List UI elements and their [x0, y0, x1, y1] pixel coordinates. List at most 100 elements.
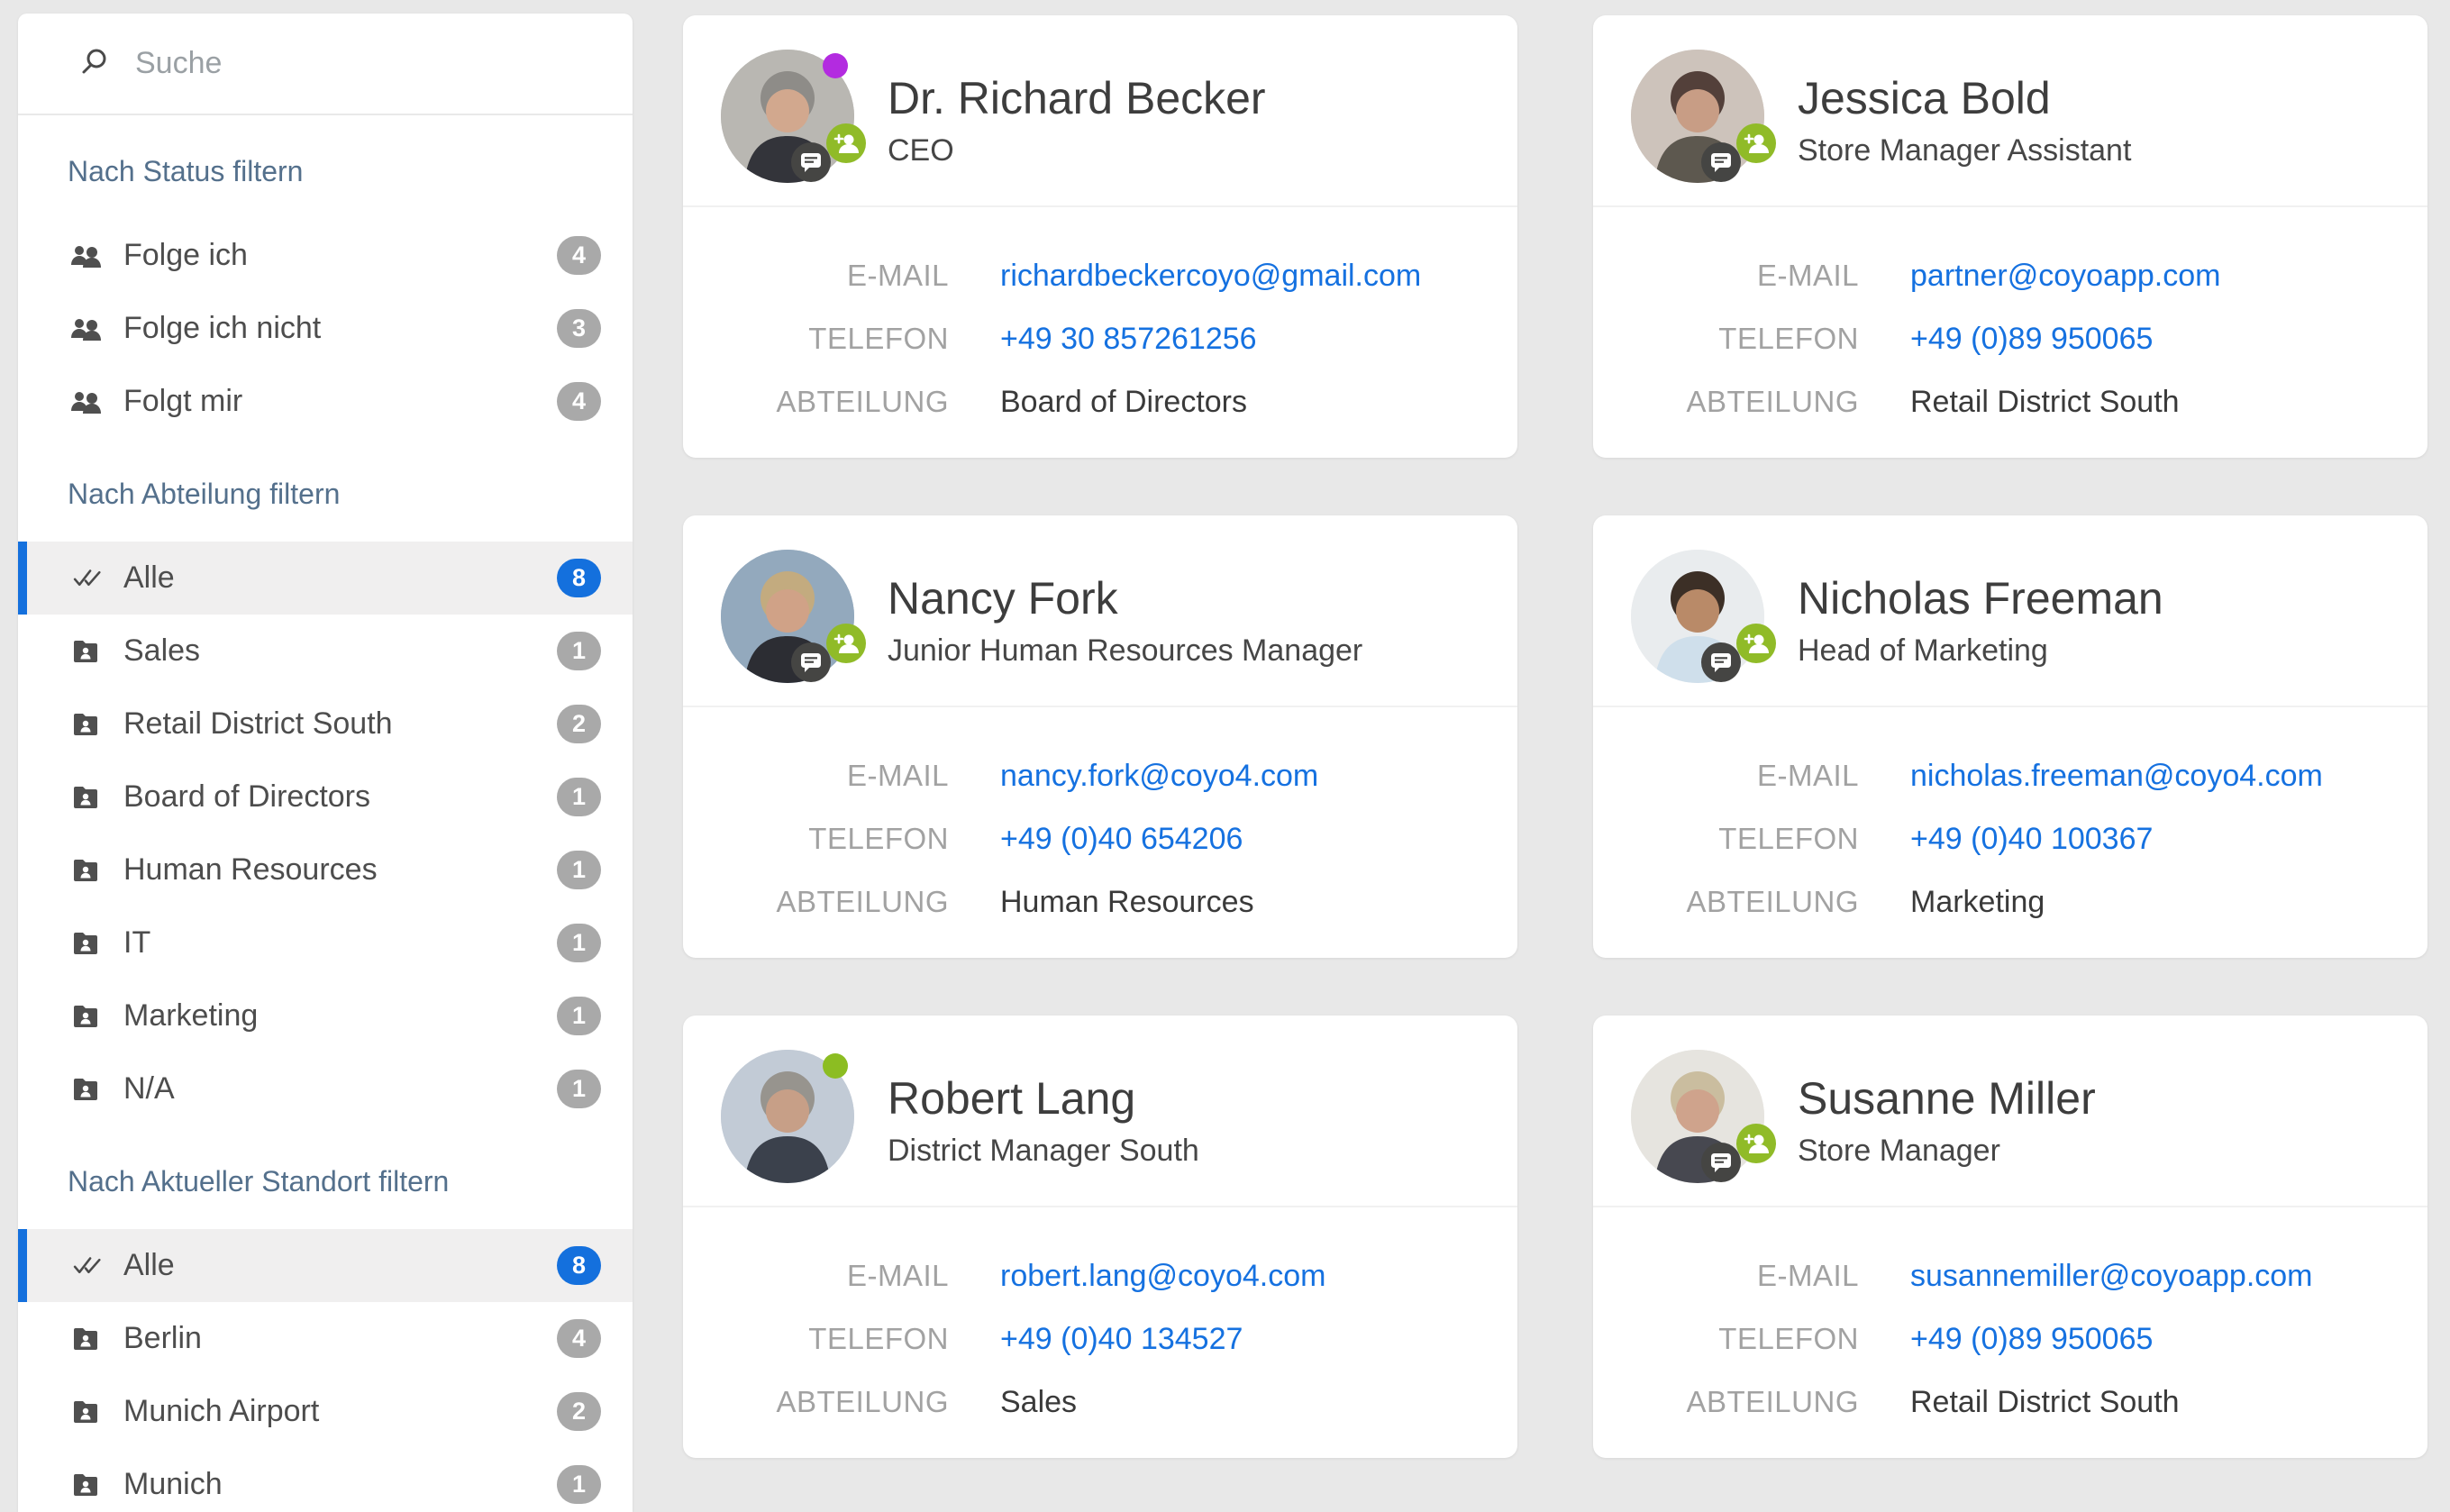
- person-name: Susanne Miller: [1798, 1073, 2096, 1124]
- person-job-title: Head of Marketing: [1798, 633, 2048, 668]
- email-link[interactable]: richardbeckercoyo@gmail.com: [1000, 259, 1422, 293]
- email-label: E-MAIL: [846, 259, 949, 292]
- folder-person-icon: [70, 786, 101, 809]
- filter-sidebar: Nach Status filtern Folge ich 4: [18, 14, 633, 1512]
- person-name: Jessica Bold: [1798, 73, 2051, 123]
- people-icon: [70, 389, 101, 414]
- department-value: Human Resources: [1000, 885, 1254, 919]
- folder-person-icon: [70, 713, 101, 736]
- person-job-title: CEO: [888, 133, 954, 168]
- card-body: E-MAIL richardbeckercoyo@gmail.com TELEF…: [683, 207, 1517, 420]
- sidebar-item-label: Folgt mir: [123, 384, 243, 418]
- email-label: E-MAIL: [1756, 259, 1859, 292]
- folder-person-icon: [70, 932, 101, 955]
- chat-icon[interactable]: [791, 642, 831, 682]
- count-badge: 1: [557, 851, 601, 889]
- department-value: Retail District South: [1910, 1385, 2180, 1419]
- email-link[interactable]: partner@coyoapp.com: [1910, 259, 2221, 293]
- folder-person-icon: [70, 640, 101, 663]
- add-contact-icon[interactable]: [1736, 624, 1776, 663]
- add-contact-icon[interactable]: [1736, 123, 1776, 163]
- avatar[interactable]: [1631, 1050, 1764, 1183]
- avatar-wrap: [721, 50, 866, 183]
- sidebar-item-retail-district-south[interactable]: Retail District South 2: [18, 688, 633, 761]
- phone-link[interactable]: +49 (0)40 134527: [1000, 1322, 1243, 1356]
- email-label: E-MAIL: [846, 759, 949, 792]
- phone-link[interactable]: +49 30 857261256: [1000, 322, 1257, 356]
- sidebar-item-sales[interactable]: Sales 1: [18, 615, 633, 688]
- email-link[interactable]: susannemiller@coyoapp.com: [1910, 1259, 2313, 1293]
- email-label: E-MAIL: [1756, 759, 1859, 792]
- phone-link[interactable]: +49 (0)89 950065: [1910, 322, 2154, 356]
- avatar-wrap: [721, 550, 866, 683]
- chat-icon[interactable]: [1701, 1143, 1741, 1182]
- phone-label: TELEFON: [808, 322, 949, 355]
- avatar[interactable]: [721, 50, 854, 183]
- avatar-wrap: [1631, 50, 1776, 183]
- count-badge: 4: [557, 382, 601, 421]
- contact-card: Jessica Bold Store Manager Assistant E-M…: [1593, 15, 2427, 458]
- phone-link[interactable]: +49 (0)40 654206: [1000, 822, 1243, 856]
- sidebar-item-it[interactable]: IT 1: [18, 906, 633, 979]
- folder-person-icon: [70, 1005, 101, 1028]
- person-header-text: Susanne Miller Store Manager: [1593, 1016, 2427, 1169]
- email-link[interactable]: nancy.fork@coyo4.com: [1000, 759, 1319, 793]
- search-input[interactable]: [133, 45, 569, 82]
- add-contact-icon[interactable]: [826, 123, 866, 163]
- count-badge: 3: [557, 309, 601, 348]
- chat-icon[interactable]: [791, 142, 831, 182]
- filter-section-title-location: Nach Aktueller Standort filtern: [68, 1165, 450, 1198]
- sidebar-item-alle-abteilung[interactable]: Alle 8: [18, 542, 633, 615]
- sidebar-item-folge-ich[interactable]: Folge ich 4: [18, 219, 633, 292]
- add-contact-icon[interactable]: [1736, 1124, 1776, 1163]
- chat-icon[interactable]: [1701, 142, 1741, 182]
- person-header-text: Robert Lang District Manager South: [683, 1016, 1517, 1169]
- sidebar-item-munich[interactable]: Munich 1: [18, 1448, 633, 1512]
- card-header: Dr. Richard Becker CEO: [683, 15, 1517, 207]
- sidebar-item-berlin[interactable]: Berlin 4: [18, 1302, 633, 1375]
- person-header-text: Nancy Fork Junior Human Resources Manage…: [683, 515, 1517, 669]
- people-icon: [70, 243, 101, 269]
- sidebar-item-label: Munich: [123, 1467, 223, 1501]
- avatar-wrap: [1631, 1050, 1776, 1183]
- count-badge: 4: [557, 236, 601, 275]
- person-job-title: Store Manager: [1798, 1134, 2000, 1168]
- sidebar-item-marketing[interactable]: Marketing 1: [18, 979, 633, 1052]
- add-contact-icon[interactable]: [826, 624, 866, 663]
- avatar[interactable]: [1631, 50, 1764, 183]
- count-badge: 1: [557, 778, 601, 816]
- sidebar-item-board-of-directors[interactable]: Board of Directors 1: [18, 761, 633, 833]
- sidebar-item-label: Alle: [123, 560, 175, 595]
- sidebar-item-folge-ich-nicht[interactable]: Folge ich nicht 3: [18, 292, 633, 365]
- email-link[interactable]: robert.lang@coyo4.com: [1000, 1259, 1326, 1293]
- email-label: E-MAIL: [846, 1259, 949, 1292]
- sidebar-item-human-resources[interactable]: Human Resources 1: [18, 833, 633, 906]
- sidebar-item-munich-airport[interactable]: Munich Airport 2: [18, 1375, 633, 1448]
- contact-card: Nancy Fork Junior Human Resources Manage…: [683, 515, 1517, 958]
- sidebar-item-label: N/A: [123, 1071, 175, 1106]
- phone-link[interactable]: +49 (0)40 100367: [1910, 822, 2154, 856]
- presence-dot: [823, 1053, 848, 1079]
- sidebar-item-label: Folge ich nicht: [123, 311, 322, 345]
- department-row: ABTEILUNG Marketing: [1593, 884, 2427, 920]
- sidebar-item-na[interactable]: N/A 1: [18, 1052, 633, 1125]
- avatar[interactable]: [721, 550, 854, 683]
- chat-icon[interactable]: [1701, 642, 1741, 682]
- sidebar-item-alle-standort[interactable]: Alle 8: [18, 1229, 633, 1302]
- department-value: Board of Directors: [1000, 385, 1247, 419]
- count-badge: 2: [557, 705, 601, 743]
- double-check-icon: [70, 567, 101, 590]
- email-link[interactable]: nicholas.freeman@coyo4.com: [1910, 759, 2323, 793]
- department-label: ABTEILUNG: [1686, 885, 1859, 918]
- person-header-text: Jessica Bold Store Manager Assistant: [1593, 15, 2427, 169]
- email-row: E-MAIL nancy.fork@coyo4.com: [683, 758, 1517, 794]
- person-name: Dr. Richard Becker: [888, 73, 1266, 123]
- phone-link[interactable]: +49 (0)89 950065: [1910, 1322, 2154, 1356]
- avatar[interactable]: [1631, 550, 1764, 683]
- sidebar-item-folgt-mir[interactable]: Folgt mir 4: [18, 365, 633, 438]
- phone-row: TELEFON +49 (0)89 950065: [1593, 1321, 2427, 1357]
- card-body: E-MAIL susannemiller@coyoapp.com TELEFON…: [1593, 1207, 2427, 1420]
- phone-label: TELEFON: [808, 1322, 949, 1355]
- filter-section-title-department: Nach Abteilung filtern: [68, 478, 341, 510]
